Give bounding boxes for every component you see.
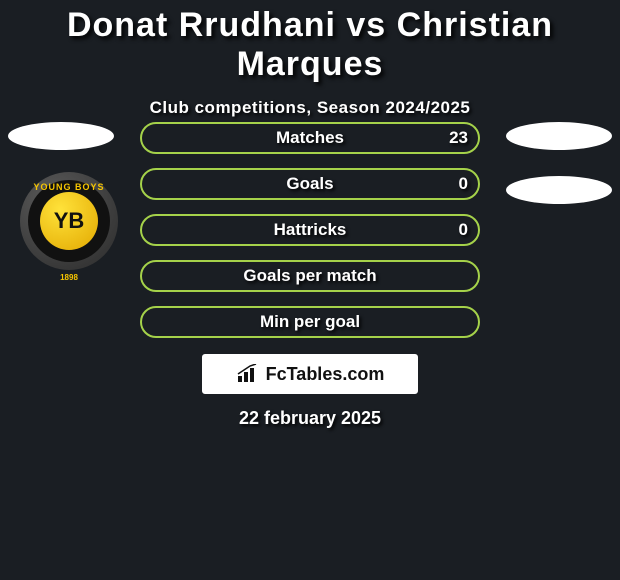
stats-bars: Matches 23 Goals 0 Hattricks 0 Goals per… [140,122,480,352]
bar-row: Min per goal [140,306,480,338]
club-badge: YOUNG BOYS YB 1898 [20,172,118,270]
watermark: FcTables.com [202,354,418,394]
bar-row: Hattricks 0 [140,214,480,246]
bar-pill [140,168,480,200]
club-badge-year: 1898 [20,273,118,282]
bar-value: 23 [449,122,468,154]
bar-row: Goals 0 [140,168,480,200]
bar-chart-icon [236,364,260,384]
bar-pill [140,214,480,246]
bar-pill [140,260,480,292]
bar-pill [140,122,480,154]
footer-date: 22 february 2025 [0,408,620,429]
bar-value: 0 [459,168,468,200]
bar-row: Matches 23 [140,122,480,154]
bar-pill [140,306,480,338]
player-photo-placeholder-right-1 [506,122,612,150]
page-subtitle: Club competitions, Season 2024/2025 [0,84,620,118]
club-badge-initials: YB [40,192,98,250]
bar-row: Goals per match [140,260,480,292]
player-photo-placeholder-left [8,122,114,150]
bar-value: 0 [459,214,468,246]
page-title: Donat Rrudhani vs Christian Marques [0,0,620,84]
watermark-text: FcTables.com [266,364,385,385]
player-photo-placeholder-right-2 [506,176,612,204]
